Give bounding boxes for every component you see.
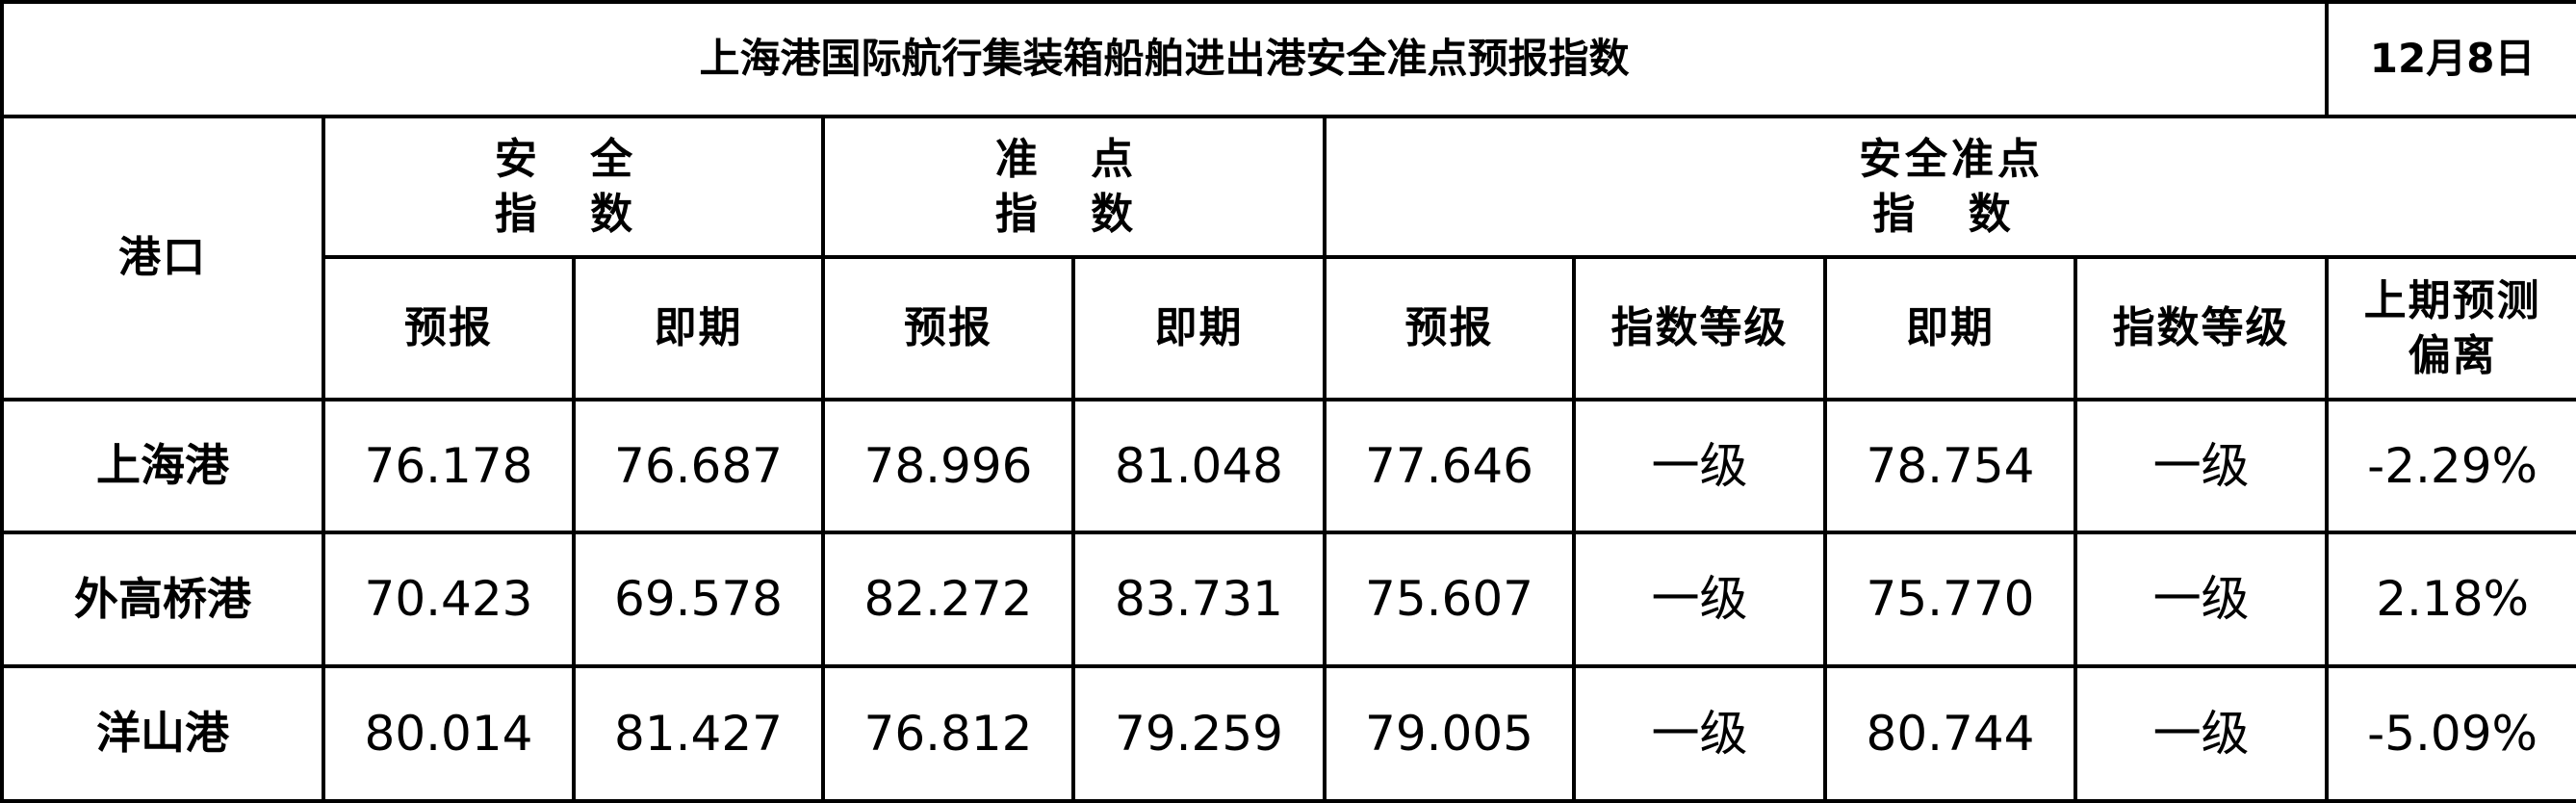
cell: 81.048	[1071, 398, 1327, 534]
subheader-deviation: 上期预测 偏离	[2325, 255, 2576, 402]
punctuality-index-header-line1: 准 点	[994, 134, 1153, 184]
report-date: 12月8日	[2325, 0, 2576, 118]
cell: 78.996	[821, 398, 1075, 534]
safety-index-header-line1: 安 全	[494, 134, 653, 184]
cell: 79.005	[1323, 664, 1576, 803]
cell: 75.770	[1823, 531, 2077, 668]
safety-index-header-line2: 指 数	[494, 190, 653, 239]
safety-punctuality-header-line1: 安全准点	[1859, 134, 2045, 184]
cell: 83.731	[1071, 531, 1327, 668]
cell: 76.178	[322, 398, 576, 534]
cell: 79.259	[1071, 664, 1327, 803]
cell: 一级	[2073, 531, 2330, 668]
cell: 69.578	[572, 531, 825, 668]
cell: 一级	[2073, 398, 2330, 534]
cell: 80.014	[322, 664, 576, 803]
table-row: 洋山港 80.014 81.427 76.812 79.259 79.005 一…	[0, 664, 2576, 803]
cell: 一级	[2073, 664, 2330, 803]
safety-index-header: 安 全 指 数	[322, 115, 825, 259]
cell: 一级	[1572, 664, 1827, 803]
cell: 一级	[1572, 398, 1827, 534]
subheader-current-grade: 指数等级	[2073, 255, 2330, 402]
cell: 78.754	[1823, 398, 2077, 534]
punctuality-index-header: 准 点 指 数	[821, 115, 1327, 259]
subheader-combined-forecast: 预报	[1323, 255, 1576, 402]
cell: -2.29%	[2325, 398, 2576, 534]
subheader-safety-forecast: 预报	[322, 255, 576, 402]
punctuality-index-header-line2: 指 数	[994, 190, 1153, 239]
subheader-combined-current: 即期	[1823, 255, 2077, 402]
cell: 80.744	[1823, 664, 2077, 803]
cell: 76.687	[572, 398, 825, 534]
subheader-forecast-grade: 指数等级	[1572, 255, 1827, 402]
cell: 82.272	[821, 531, 1075, 668]
port-name: 洋山港	[0, 664, 325, 803]
subheader-punctuality-forecast: 预报	[821, 255, 1075, 402]
port-name: 上海港	[0, 398, 325, 534]
cell: 77.646	[1323, 398, 1576, 534]
cell: 76.812	[821, 664, 1075, 803]
table-title: 上海港国际航行集装箱船舶进出港安全准点预报指数	[0, 0, 2330, 118]
safety-punctuality-header-line2: 指 数	[1872, 190, 2030, 239]
port-name: 外高桥港	[0, 531, 325, 668]
table-row: 上海港 76.178 76.687 78.996 81.048 77.646 一…	[0, 398, 2576, 534]
deviation-header-line2: 偏离	[2408, 331, 2497, 380]
cell: 一级	[1572, 531, 1827, 668]
table-row: 外高桥港 70.423 69.578 82.272 83.731 75.607 …	[0, 531, 2576, 668]
cell: 2.18%	[2325, 531, 2576, 668]
port-header: 港口	[0, 115, 325, 402]
cell: 81.427	[572, 664, 825, 803]
subheader-punctuality-current: 即期	[1071, 255, 1327, 402]
deviation-header-line1: 上期预测	[2363, 275, 2541, 325]
cell: -5.09%	[2325, 664, 2576, 803]
cell: 70.423	[322, 531, 576, 668]
subheader-safety-current: 即期	[572, 255, 825, 402]
cell: 75.607	[1323, 531, 1576, 668]
safety-punctuality-index-header: 安全准点 指 数	[1322, 115, 2576, 259]
